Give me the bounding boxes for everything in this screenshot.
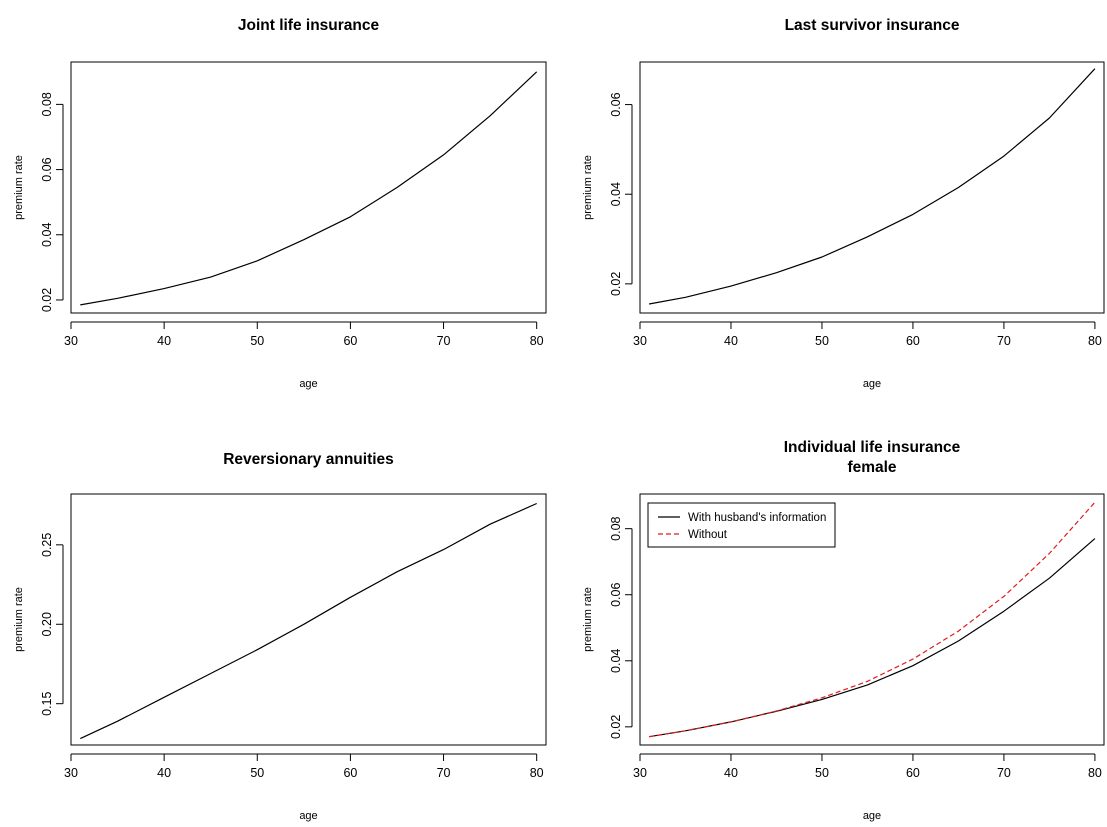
y-axis-label: premium rate: [582, 587, 594, 652]
x-tick-label: 30: [633, 766, 647, 780]
x-tick-label: 30: [64, 334, 78, 348]
y-tick-label: 0.02: [609, 715, 623, 739]
plot-frame: [70, 61, 547, 314]
series-line-1: [648, 68, 1096, 305]
plot-frame: [639, 493, 1105, 746]
legend-label-2: Without: [688, 529, 728, 541]
legend-label-1: With husband's information: [688, 512, 826, 524]
x-axis-label: age: [299, 378, 317, 390]
x-tick-label: 40: [157, 766, 171, 780]
y-tick-label: 0.08: [609, 516, 623, 540]
plot-frame: [639, 61, 1105, 314]
y-tick-label: 0.08: [40, 92, 54, 116]
y-tick-label: 0.25: [40, 533, 54, 557]
chart-panel-4: Individual life insurance female 30 40 50 60 7…: [582, 439, 1105, 822]
y-tick-label: 0.04: [609, 182, 623, 206]
x-tick-label: 40: [724, 766, 738, 780]
x-axis-label: age: [863, 810, 881, 822]
x-tick-label: 80: [1088, 766, 1102, 780]
y-tick-label: 0.02: [40, 288, 54, 312]
x-tick-label: 50: [250, 334, 264, 348]
x-tick-label: 40: [724, 334, 738, 348]
x-tick-label: 50: [250, 766, 264, 780]
x-tick-label: 80: [530, 334, 544, 348]
chart-title: Individual life insurance: [784, 439, 961, 456]
y-axis-label: premium rate: [13, 155, 25, 220]
legend: With husband's information Without: [647, 502, 836, 548]
y-axis-label: premium rate: [13, 587, 25, 652]
y-tick-label: 0.06: [40, 157, 54, 181]
series-line-2: [649, 501, 1096, 738]
y-tick-label: 0.02: [609, 272, 623, 296]
x-tick-label: 70: [437, 334, 451, 348]
x-tick-label: 60: [906, 334, 920, 348]
x-axis-label: age: [299, 810, 317, 822]
x-tick-label: 50: [815, 334, 829, 348]
x-tick-label: 60: [906, 766, 920, 780]
chart-panel-3: Reversionary annuities 30 40 50 60 70 80 age 0.1…: [13, 451, 547, 822]
legend-box: [647, 502, 836, 548]
y-tick-label: 0.04: [40, 223, 54, 247]
x-tick-label: 80: [530, 766, 544, 780]
y-tick-label: 0.04: [609, 649, 623, 673]
x-tick-label: 70: [437, 766, 451, 780]
x-axis-label: age: [863, 378, 881, 390]
y-axis-label: premium rate: [582, 155, 594, 220]
x-tick-label: 60: [343, 334, 357, 348]
x-tick-label: 70: [997, 334, 1011, 348]
chart-panel-1: Joint life insurance 30 40 50 60 70 80 age 0.02 0…: [13, 17, 547, 390]
chart-title: Last survivor insurance: [785, 17, 960, 34]
series-line-1: [80, 502, 537, 740]
x-tick-label: 60: [343, 766, 357, 780]
series-line-1: [80, 71, 538, 306]
x-tick-label: 50: [815, 766, 829, 780]
y-tick-label: 0.20: [40, 612, 54, 636]
x-tick-label: 80: [1088, 334, 1102, 348]
series-line-1: [649, 538, 1096, 738]
y-tick-label: 0.06: [609, 583, 623, 607]
x-tick-label: 30: [633, 334, 647, 348]
chart-title: Joint life insurance: [238, 17, 380, 34]
y-tick-label: 0.06: [609, 92, 623, 116]
y-tick-label: 0.15: [40, 691, 54, 715]
chart-panel-2: Last survivor insurance 30 40 50 60 70 80 age 0.…: [582, 17, 1105, 390]
x-tick-label: 40: [157, 334, 171, 348]
chart-subtitle: female: [847, 459, 896, 476]
x-tick-label: 70: [997, 766, 1011, 780]
chart-title: Reversionary annuities: [223, 451, 394, 468]
plot-frame: [70, 493, 547, 746]
x-tick-label: 30: [64, 766, 78, 780]
